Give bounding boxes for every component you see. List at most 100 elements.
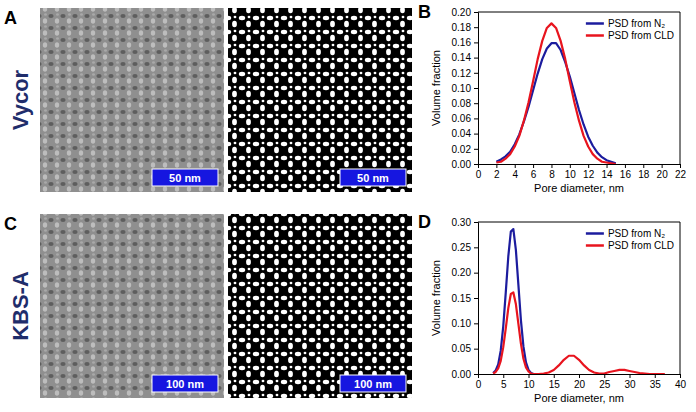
tick: 0.00 bbox=[452, 159, 478, 170]
axis-line bbox=[474, 13, 479, 165]
tick-label: 0.04 bbox=[452, 128, 472, 139]
tick-mark bbox=[533, 164, 534, 168]
tick-mark bbox=[630, 374, 631, 378]
legend-swatch bbox=[586, 232, 604, 235]
tick-mark bbox=[680, 374, 681, 378]
plot-area bbox=[496, 23, 615, 164]
tick-label: 4 bbox=[512, 169, 518, 180]
legend: PSD from N₂PSD from CLD bbox=[586, 228, 674, 251]
tick-mark bbox=[662, 164, 663, 168]
tick-mark bbox=[607, 164, 608, 168]
x-axis: 0510152025303540 bbox=[476, 374, 687, 390]
legend-item: PSD from N₂ bbox=[586, 18, 665, 29]
axis-line bbox=[479, 165, 681, 169]
tick: 30 bbox=[624, 374, 636, 390]
tick-mark bbox=[474, 149, 478, 150]
tick-label: 0.16 bbox=[452, 37, 472, 48]
tick-label: 16 bbox=[620, 169, 632, 180]
legend: PSD from N₂PSD from CLD bbox=[586, 18, 674, 41]
panel-letter: D bbox=[418, 212, 431, 232]
scale-bar bbox=[152, 375, 218, 392]
tick-mark bbox=[474, 164, 478, 165]
panel-letter: A bbox=[4, 8, 17, 28]
tick-label: 40 bbox=[675, 379, 687, 390]
tick: 4 bbox=[512, 164, 518, 180]
legend-item: PSD from CLD bbox=[586, 240, 674, 251]
tick-label: 0.05 bbox=[452, 343, 472, 354]
tick-label: 5 bbox=[501, 379, 507, 390]
tick: 20 bbox=[574, 374, 586, 390]
tick: 0 bbox=[476, 164, 482, 180]
tick: 35 bbox=[650, 374, 662, 390]
legend-label: PSD from N₂ bbox=[608, 18, 665, 29]
tick: 25 bbox=[599, 374, 611, 390]
tick: 0.20 bbox=[452, 7, 478, 18]
row-label: KBS-A bbox=[8, 271, 33, 341]
tick-mark bbox=[474, 374, 478, 375]
tick: 0.00 bbox=[452, 369, 478, 380]
tick-label: 0.08 bbox=[452, 98, 472, 109]
tick-label: 0.02 bbox=[452, 144, 472, 155]
binary-image bbox=[228, 214, 412, 398]
tick: 22 bbox=[675, 164, 687, 180]
scale-bar bbox=[152, 169, 218, 186]
tick-label: 0.06 bbox=[452, 113, 472, 124]
tick-mark bbox=[570, 164, 571, 168]
tick-label: 30 bbox=[624, 379, 636, 390]
scale-bar-label: 50 nm bbox=[169, 172, 201, 184]
series-line bbox=[496, 23, 615, 164]
tick: 18 bbox=[638, 164, 650, 180]
scale-bar bbox=[340, 375, 406, 392]
tick-label: 0.14 bbox=[452, 52, 472, 63]
tick-mark bbox=[474, 88, 478, 89]
tick: 0 bbox=[476, 374, 482, 390]
tick-mark bbox=[551, 164, 552, 168]
tick: 5 bbox=[501, 374, 507, 390]
tick-mark bbox=[474, 222, 478, 223]
tick: 0.25 bbox=[452, 242, 478, 253]
tick: 0.20 bbox=[452, 267, 478, 278]
legend-label: PSD from CLD bbox=[608, 240, 674, 251]
tick: 0.05 bbox=[452, 343, 478, 354]
tick: 14 bbox=[601, 164, 613, 180]
tick-mark bbox=[474, 118, 478, 119]
tick-label: 25 bbox=[599, 379, 611, 390]
tick-label: 0.20 bbox=[452, 267, 472, 278]
tick: 0.06 bbox=[452, 113, 478, 124]
tick-mark bbox=[474, 73, 478, 74]
legend-label: PSD from N₂ bbox=[608, 228, 665, 239]
tick: 0.02 bbox=[452, 144, 478, 155]
row-label: Vycor bbox=[8, 69, 33, 130]
tick: 0.10 bbox=[452, 318, 478, 329]
panel-letter: C bbox=[4, 214, 17, 234]
tick-label: 12 bbox=[583, 169, 595, 180]
scale-bar-label: 100 nm bbox=[354, 378, 392, 390]
tick: 0.08 bbox=[452, 98, 478, 109]
tick-label: 0.18 bbox=[452, 22, 472, 33]
series-line bbox=[493, 229, 533, 374]
binary-image bbox=[228, 8, 412, 192]
tick-mark bbox=[503, 374, 504, 378]
tick: 0.15 bbox=[452, 293, 478, 304]
legend-item: PSD from N₂ bbox=[586, 228, 665, 239]
tick: 2 bbox=[494, 164, 500, 180]
tick: 0.14 bbox=[452, 52, 478, 63]
tick-label: 14 bbox=[601, 169, 613, 180]
legend-swatch bbox=[586, 34, 604, 37]
y-axis-title: Volume fraction bbox=[430, 50, 442, 126]
tick-mark bbox=[515, 164, 516, 168]
tick-mark bbox=[474, 12, 478, 13]
chart: D05101520253035400.000.050.100.150.200.2… bbox=[418, 212, 686, 404]
tick: 0.18 bbox=[452, 22, 478, 33]
tick-label: 0.00 bbox=[452, 159, 472, 170]
tick: 10 bbox=[523, 374, 535, 390]
tick: 6 bbox=[531, 164, 537, 180]
tick-mark bbox=[474, 273, 478, 274]
legend-swatch bbox=[586, 22, 604, 25]
tick-mark bbox=[625, 164, 626, 168]
y-axis: 0.000.020.040.060.080.100.120.140.160.18… bbox=[452, 7, 479, 170]
micrograph bbox=[40, 8, 224, 192]
tick-mark bbox=[529, 374, 530, 378]
plot-frame bbox=[478, 222, 680, 223]
tick: 20 bbox=[657, 164, 669, 180]
